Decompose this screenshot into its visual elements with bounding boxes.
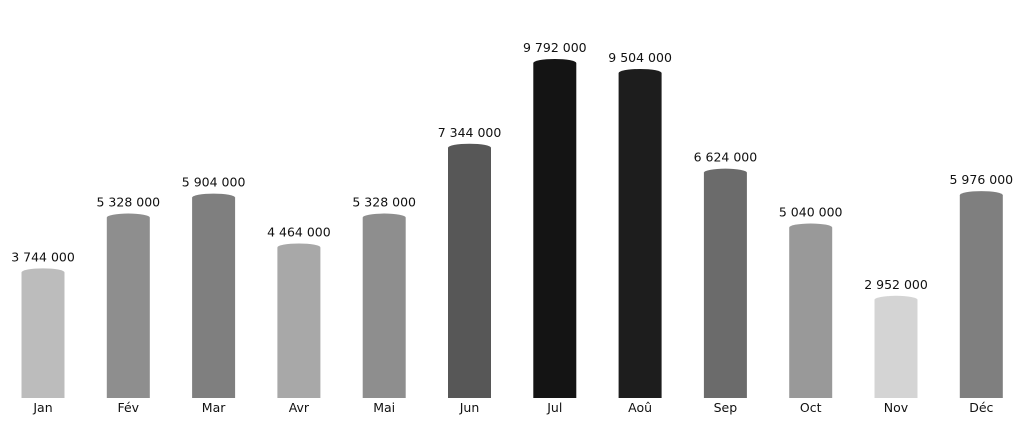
x-tick-label-1: Fév xyxy=(117,400,139,415)
bar-9 xyxy=(789,223,833,398)
value-label-4: 5 328 000 xyxy=(352,195,416,210)
bar-6 xyxy=(533,59,577,398)
x-tick-label-10: Nov xyxy=(884,400,909,415)
value-labels-layer: 3 744 000 5 328 000 5 904 000 4 464 000 5 32… xyxy=(11,40,1013,292)
x-tick-label-2: Mar xyxy=(202,400,226,415)
x-tick-label-4: Mai xyxy=(373,400,395,415)
bar-11 xyxy=(959,191,1003,398)
value-label-7: 9 504 000 xyxy=(608,50,672,65)
bar-8 xyxy=(703,168,747,398)
x-tick-label-9: Oct xyxy=(800,400,822,415)
x-tick-label-8: Sep xyxy=(714,400,738,415)
x-tick-label-5: Jun xyxy=(459,400,480,415)
bar-10 xyxy=(874,295,918,398)
value-label-2: 5 904 000 xyxy=(182,175,246,190)
x-tick-label-6: Jul xyxy=(546,400,562,415)
bar-2 xyxy=(192,193,236,398)
value-label-0: 3 744 000 xyxy=(11,249,75,264)
bars-layer xyxy=(21,59,1003,399)
bar-7 xyxy=(618,68,662,399)
bar-3 xyxy=(277,243,321,398)
value-label-3: 4 464 000 xyxy=(267,224,331,239)
value-label-11: 5 976 000 xyxy=(949,172,1013,187)
bar-5 xyxy=(448,143,491,398)
bar-4 xyxy=(362,213,406,398)
value-label-8: 6 624 000 xyxy=(694,150,758,165)
month-labels-layer: Jan Fév Mar Avr Mai Jun Jul Aoû Sep Oct Nov Déc xyxy=(32,400,993,415)
value-label-5: 7 344 000 xyxy=(438,125,502,140)
bar-1 xyxy=(106,213,150,398)
x-tick-label-7: Aoû xyxy=(628,400,652,415)
value-label-9: 5 040 000 xyxy=(779,205,843,220)
value-label-1: 5 328 000 xyxy=(96,195,160,210)
value-label-6: 9 792 000 xyxy=(523,40,587,55)
bar-0 xyxy=(21,268,65,398)
value-label-10: 2 952 000 xyxy=(864,277,928,292)
x-tick-label-0: Jan xyxy=(32,400,52,415)
x-tick-label-11: Déc xyxy=(969,400,993,415)
x-tick-label-3: Avr xyxy=(289,400,310,415)
